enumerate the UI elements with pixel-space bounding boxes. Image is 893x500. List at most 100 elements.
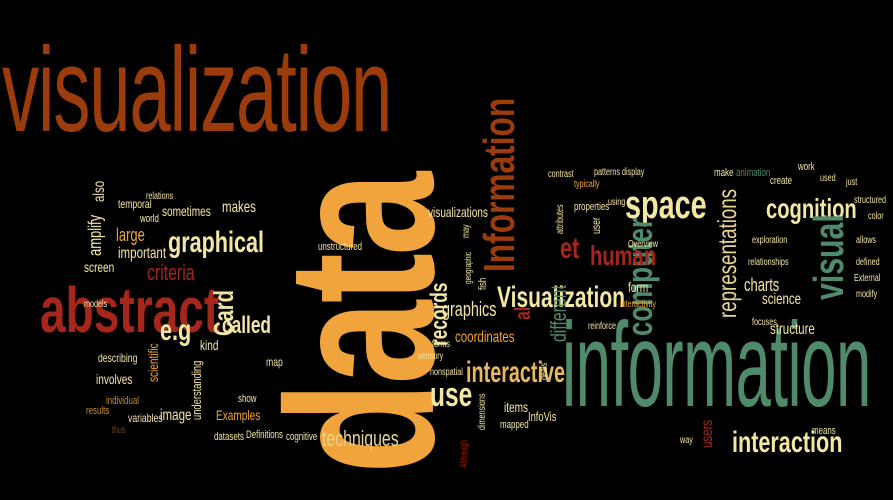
word-human: human [590,240,657,271]
word-means: means [812,425,836,437]
word-dimensions: dimensions [477,393,488,430]
word-temporal: temporal [118,197,152,211]
word-al: al [510,306,535,320]
word-world: world [140,213,159,225]
word-using: using [608,197,626,208]
word-examples: Examples [216,407,261,423]
word-map: map [266,355,283,369]
word-techniques: techniques [322,426,399,451]
word-graphical: graphical [168,226,265,259]
word-items: items [504,399,529,415]
word-card-vertical: Card [208,290,239,336]
word-charts: charts [744,275,780,295]
word-just: just [846,177,858,188]
word-et: et [560,232,580,265]
word-visualization: visualization [2,23,392,157]
word-involves: involves [96,371,133,387]
word-external: External [854,273,881,284]
word-structured: structured [854,195,887,206]
word-cognition: cognition [766,193,857,224]
word-deals: deals [539,362,550,380]
word-variables: variables [128,411,163,425]
word-kind: kind [200,337,219,353]
word-nonspatial: nonspatial [430,367,463,378]
word-user: user [589,217,603,234]
word-image: image [160,407,192,424]
word-modify: modify [856,289,878,300]
word-science: science [762,291,802,308]
word-sensory: sensory [418,351,444,362]
word-interaction: interaction [732,426,843,459]
word-sometimes: sometimes [162,203,211,219]
word-relationships: relationships [748,257,789,268]
word-color: color [868,211,884,222]
word-representations-vertical: representations [712,188,742,318]
word-amplify: amplify [85,214,105,256]
word-infovis: InfoVis [528,409,557,424]
word-visualization-mid: Visualization [497,281,625,314]
word-although: Although [459,439,470,468]
word-fish: fish [477,277,489,290]
word-computer-vertical: computer [619,217,660,336]
word-defined: defined [856,257,880,268]
word-typically: typically [574,179,600,190]
word-form: form [628,279,649,295]
word-focuses: focuses [752,317,777,328]
word-contrast: contrast [548,169,574,180]
word-cognitive: cognitive [286,431,318,443]
word-definitions: Definitions [246,429,283,441]
word-large: large [116,225,145,245]
word-attributes: attributes [555,204,566,234]
word-screen: screen [84,259,115,275]
word-may: may [461,224,472,238]
word-individual: individual [106,395,140,407]
word-also: also [91,180,108,202]
word-structure: structure [770,321,815,338]
word-mapped: mapped [500,419,529,431]
word-graphics: graphics [442,299,497,321]
word-unstructured: unstructured [318,241,363,253]
word-datasets: datasets [214,431,244,443]
word-models: models [84,299,108,310]
word-thus: thus [112,425,126,436]
word-users: users [699,419,716,448]
word-create: create [770,175,793,187]
word-scientific: scientific [145,343,161,382]
word-space: space [625,183,707,227]
word-patterns: patterns [594,167,621,178]
word-visualizations: visualizations [428,204,488,220]
word-different: different [546,285,571,342]
word-interactivity: interactivity [620,299,657,310]
word-eg: e.g [160,314,192,347]
word-information-vertical: Information [475,97,524,272]
word-visual-vertical: visual [805,214,852,300]
word-relations: relations [146,191,174,202]
word-geographic: geographic [463,251,473,284]
word-way: way [680,435,693,446]
word-understanding: understanding [189,360,204,420]
word-used: used [820,173,836,184]
word-properties: properties [574,201,610,213]
word-use: use [430,376,473,414]
word-overview: Overview [628,239,659,250]
word-criteria: criteria [147,260,195,285]
word-allows: allows [856,235,877,246]
word-called: called [222,312,271,339]
word-abstract: abstract [40,274,220,346]
word-make: make [714,167,734,179]
word-makes: makes [222,199,256,216]
word-display: display [622,167,645,178]
word-describing: describing [98,351,138,365]
word-exploration: exploration [752,235,788,246]
word-information-big: information [562,298,871,432]
word-work: work [798,161,815,173]
word-coordinates: coordinates [455,329,515,346]
word-interactive: interactive [466,356,566,389]
word-important: important [118,245,167,262]
word-animation: animation [736,167,771,179]
word-results: results [86,405,110,417]
word-forms: forms [432,339,450,350]
word-show: show [238,393,257,405]
word-reinforce: reinforce [588,321,617,332]
